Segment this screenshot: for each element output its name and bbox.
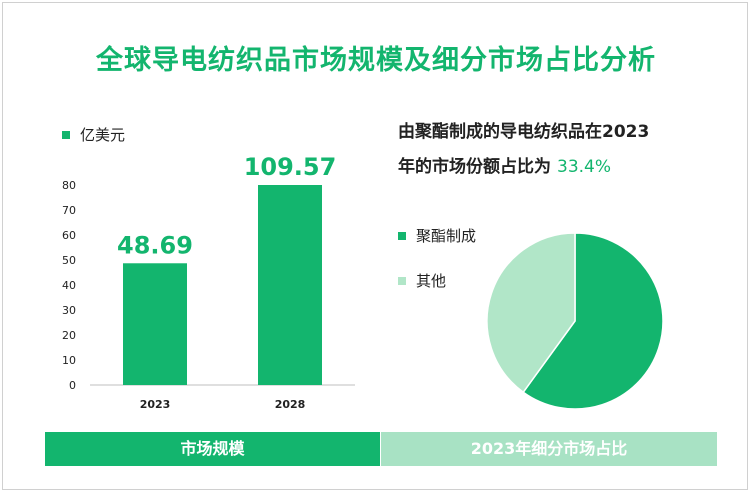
pie-slice-1 (486, 232, 576, 394)
bar-value-label: 109.57 (244, 153, 337, 181)
y-tick-label: 20 (62, 329, 76, 342)
bar-unit-legend: 亿美元 (62, 124, 125, 145)
footer-band-market-size: 市场规模 (45, 432, 380, 466)
y-tick-label: 10 (62, 354, 76, 367)
pie-title-line2: 年的市场份额占比为 33.4% (398, 150, 718, 185)
pie-title-line1: 由聚酯制成的导电纺织品在2023 (398, 122, 650, 142)
pie-legend-swatch (398, 231, 406, 240)
unit-legend-label: 亿美元 (80, 126, 126, 144)
bar-2028 (258, 185, 322, 385)
y-tick-label: 80 (62, 179, 76, 192)
y-tick-label: 0 (69, 379, 76, 392)
y-tick-label: 40 (62, 279, 76, 292)
pie-highlight-value: 33.4% (557, 157, 612, 177)
bar-value-label: 48.69 (117, 231, 193, 259)
pie-legend-swatch (398, 276, 406, 285)
x-category-label: 2028 (275, 398, 306, 411)
pie-slice-0 (522, 232, 664, 410)
pie-legend-label: 其他 (416, 272, 447, 290)
chart-frame (2, 2, 748, 490)
chart-title: 全球导电纺织品市场规模及细分市场占比分析 (96, 45, 656, 76)
y-tick-label: 70 (62, 204, 76, 217)
y-tick-label: 30 (62, 304, 76, 317)
pie-legend-item-polyester: 聚酯制成 (398, 225, 476, 246)
pie-legend-item-other: 其他 (398, 270, 446, 291)
footer-band-segment-share: 2023年细分市场占比 (381, 432, 717, 466)
y-tick-label: 50 (62, 254, 76, 267)
x-category-label: 2023 (140, 398, 171, 411)
pie-legend-label: 聚酯制成 (416, 227, 477, 245)
bar-2023 (123, 263, 187, 385)
unit-legend-swatch (62, 130, 70, 139)
pie-title-line2-text: 年的市场份额占比为 (398, 157, 551, 177)
y-tick-label: 60 (62, 229, 76, 242)
pie-title: 由聚酯制成的导电纺织品在2023 年的市场份额占比为 33.4% (398, 115, 718, 185)
